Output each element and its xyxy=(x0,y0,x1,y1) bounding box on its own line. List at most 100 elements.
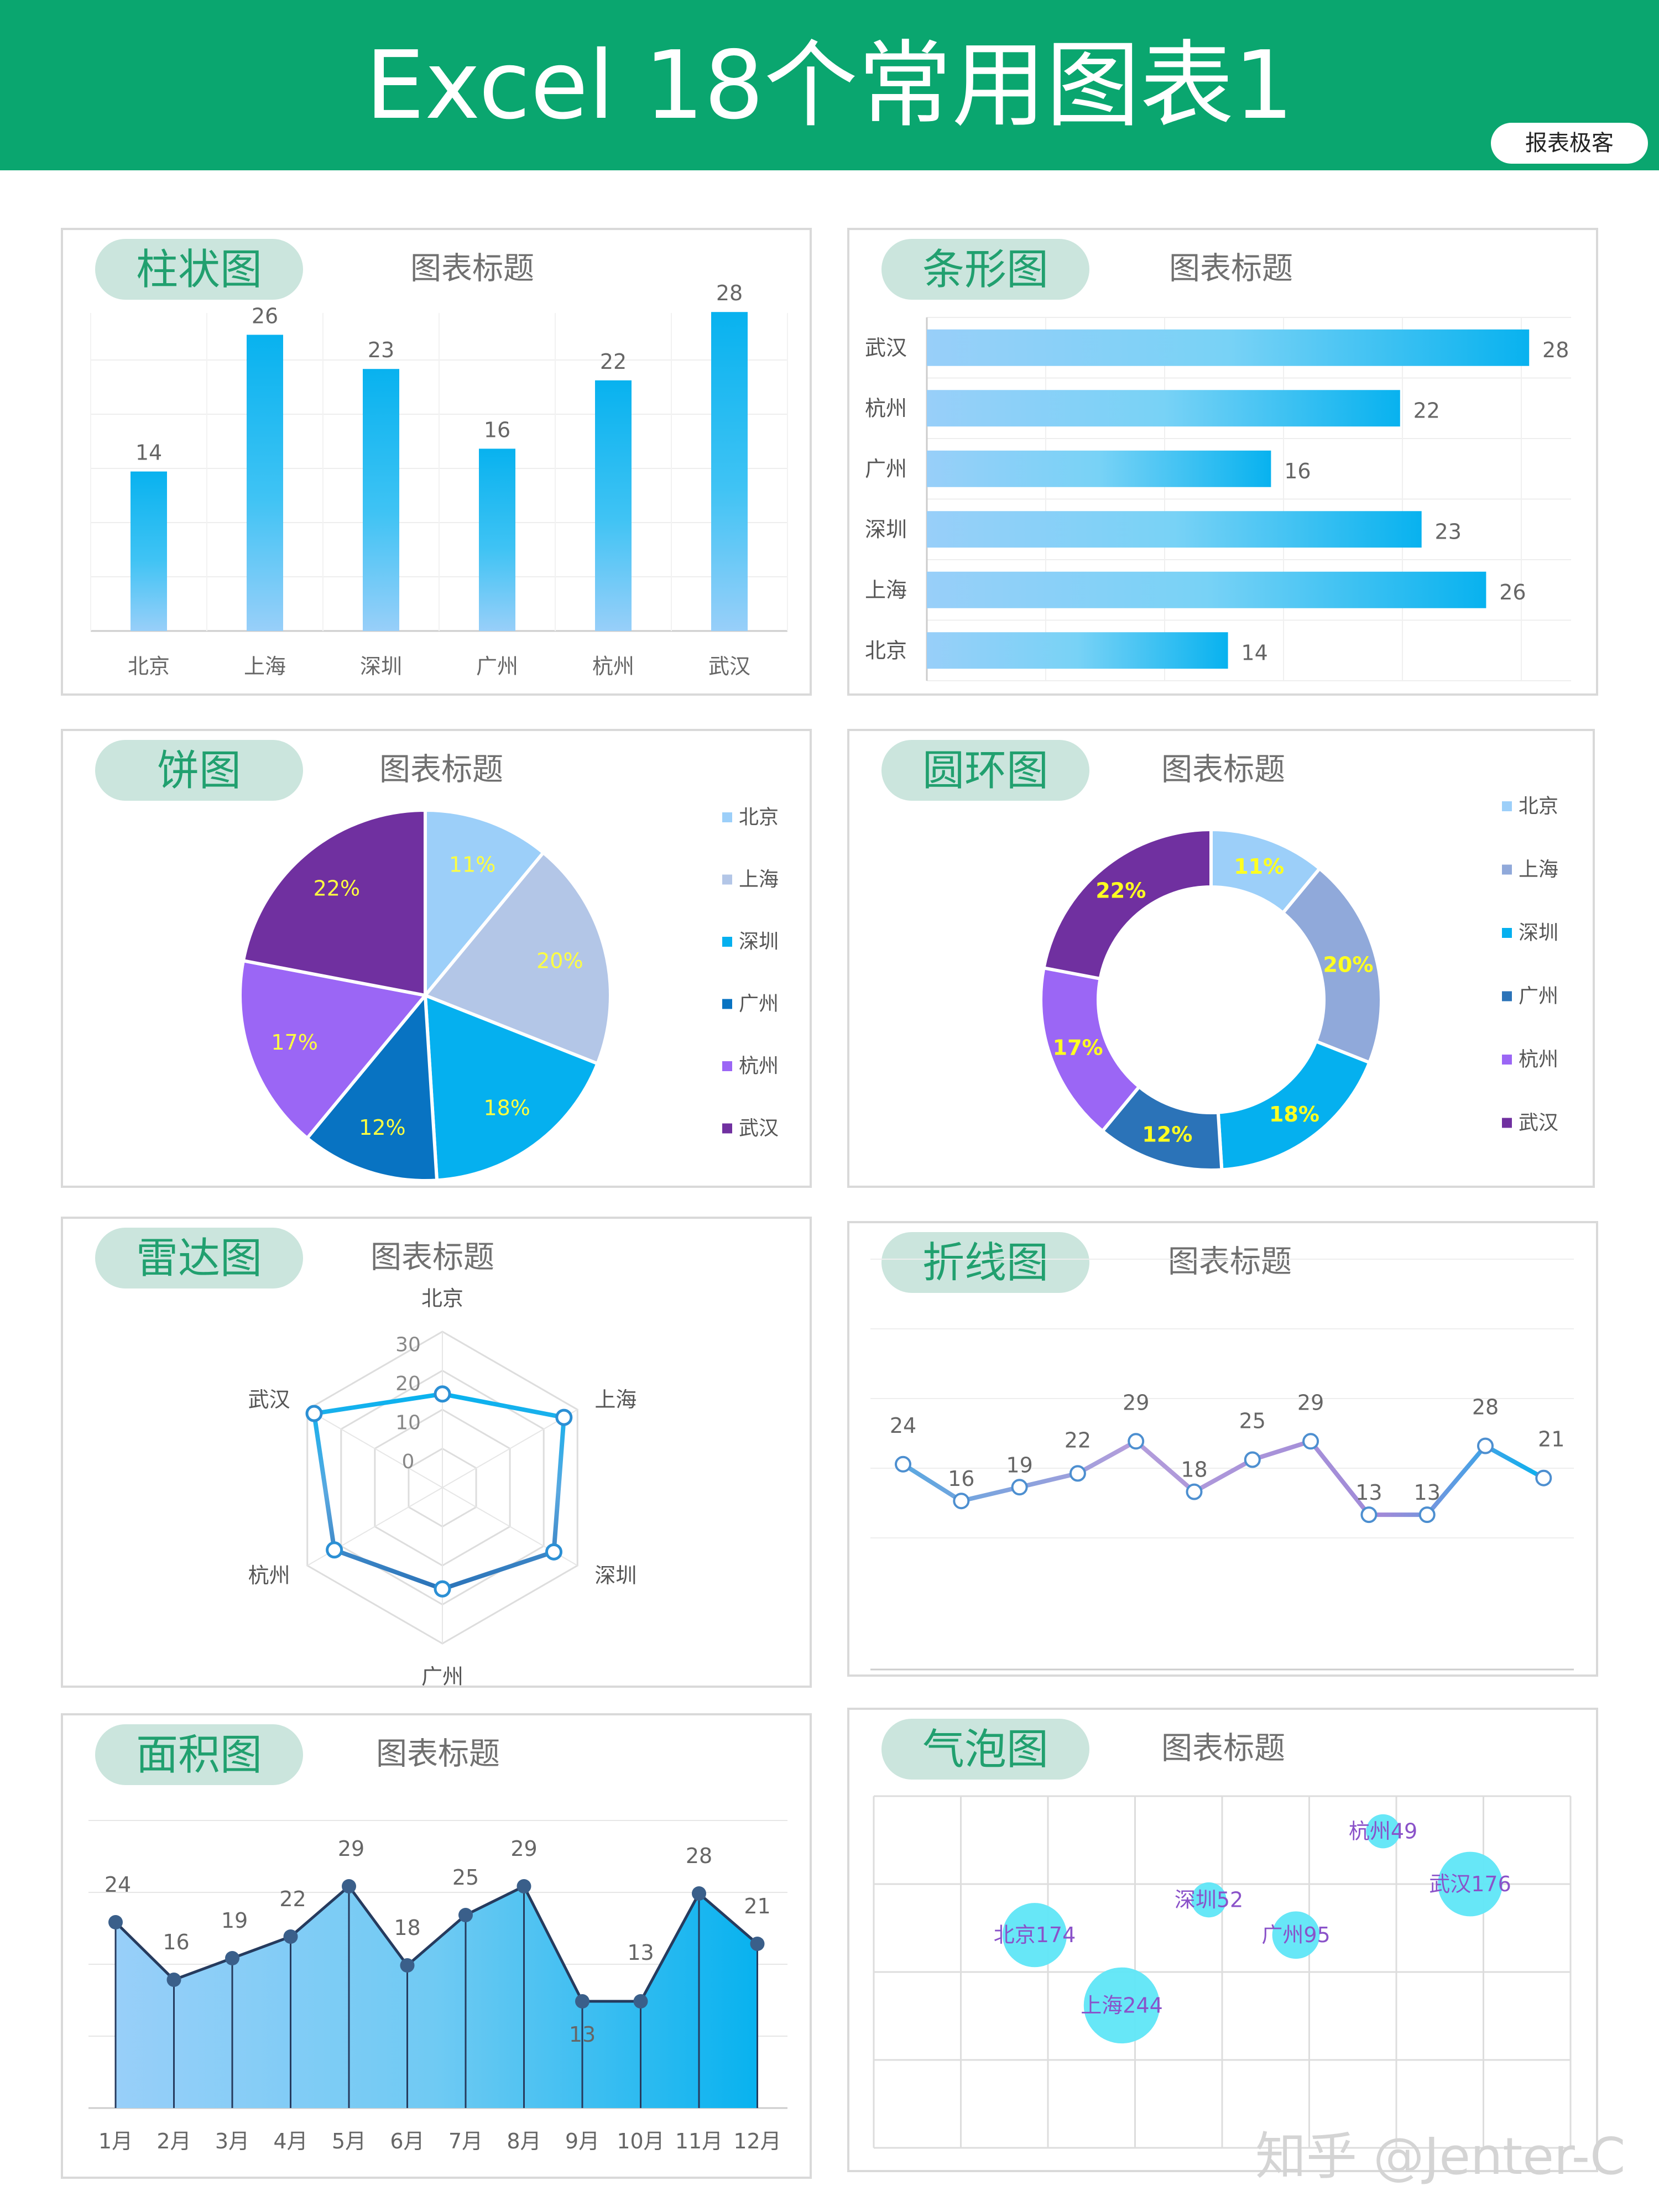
legend-label: 上海 xyxy=(739,868,779,891)
data-label: 13 xyxy=(1414,1480,1441,1505)
x-tick-label: 2月 xyxy=(156,2129,191,2153)
brand-badge: 报表极客 xyxy=(1491,123,1648,164)
horizontal-bar xyxy=(927,390,1400,427)
radar-point xyxy=(434,1580,451,1598)
x-tick-label: 杭州 xyxy=(592,654,634,679)
radar-point xyxy=(555,1408,573,1426)
column-bar xyxy=(595,380,632,631)
bubble-label: 上海244 xyxy=(1081,1993,1163,2017)
radar-point xyxy=(434,1385,451,1403)
column-bar xyxy=(711,312,748,631)
x-tick-label: 9月 xyxy=(565,2129,599,2153)
data-label: 16 xyxy=(948,1467,974,1491)
chart-tag-label: 面积图 xyxy=(136,1730,262,1780)
data-label: 13 xyxy=(627,1940,654,1965)
data-label: 17% xyxy=(271,1030,317,1055)
data-label: 29 xyxy=(1123,1390,1149,1415)
line-point xyxy=(1244,1451,1261,1468)
data-label: 13 xyxy=(569,2022,596,2047)
data-label: 17% xyxy=(1053,1036,1103,1060)
radar-axis-label: 广州 xyxy=(421,1665,463,1686)
legend-label: 广州 xyxy=(1519,985,1558,1008)
legend-label: 上海 xyxy=(1519,858,1558,881)
legend-swatch xyxy=(1502,1055,1512,1065)
chart-tag-pill xyxy=(881,1232,1089,1293)
radar-point xyxy=(326,1541,343,1559)
data-label: 22% xyxy=(314,876,360,900)
column-chart-panel: 柱状图 图表标题 14 北京 26 上海 23 深圳 16 广州 22 杭州 28 武汉 xyxy=(61,228,812,696)
column-chart: 柱状图 图表标题 14 北京 26 上海 23 深圳 16 广州 22 杭州 28 武汉 xyxy=(90,239,788,679)
legend-label: 北京 xyxy=(739,806,779,829)
legend-label: 杭州 xyxy=(739,1055,779,1078)
bubble-label: 杭州49 xyxy=(1349,1819,1417,1844)
legend-swatch xyxy=(722,1123,732,1134)
data-label: 28 xyxy=(1542,338,1569,362)
data-label: 22% xyxy=(1095,879,1146,903)
data-label: 16 xyxy=(1284,459,1311,483)
chart-title: 图表标题 xyxy=(1169,251,1293,287)
data-label: 18% xyxy=(483,1095,530,1120)
bubble xyxy=(1002,1903,1067,1968)
data-label: 16 xyxy=(163,1930,189,1954)
data-label: 25 xyxy=(452,1865,479,1890)
chart-title: 图表标题 xyxy=(1168,1244,1292,1280)
data-label: 22 xyxy=(600,349,627,374)
horizontal-bar xyxy=(927,632,1228,669)
chart-tag-pill xyxy=(95,740,303,801)
data-label: 23 xyxy=(368,338,394,362)
chart-tag-label: 饼图 xyxy=(157,746,241,795)
chart-tag-pill xyxy=(95,239,303,300)
area-point xyxy=(517,1879,531,1893)
x-tick-label: 8月 xyxy=(507,2129,541,2153)
data-label: 18% xyxy=(1269,1102,1319,1126)
data-label: 29 xyxy=(1297,1390,1324,1415)
chart-title: 图表标题 xyxy=(1161,1731,1285,1767)
data-label: 18 xyxy=(1181,1458,1207,1482)
data-label: 11% xyxy=(449,853,495,877)
area-outline xyxy=(114,1884,759,2003)
x-tick-label: 1月 xyxy=(98,2129,133,2153)
legend-label: 广州 xyxy=(739,993,779,1015)
watermark: 知乎 @Jenter-C xyxy=(1255,2127,1626,2186)
data-label: 14 xyxy=(135,441,162,465)
radar-tick-label: 20 xyxy=(395,1373,421,1395)
line-point xyxy=(1186,1483,1203,1500)
y-tick-label: 北京 xyxy=(865,638,907,662)
slice-广州 xyxy=(305,991,439,1182)
radar-point xyxy=(305,1405,323,1422)
data-label: 19 xyxy=(1006,1453,1032,1477)
data-label: 21 xyxy=(744,1894,770,1918)
bubble-label: 深圳52 xyxy=(1175,1888,1243,1912)
data-label: 20% xyxy=(1323,952,1373,977)
radar-axis-label: 杭州 xyxy=(248,1563,290,1588)
pie-chart: 饼图 图表标题 11% 北京 20% 上海 18% 深圳 12% 广州 17% 杭州 22% 武汉 xyxy=(95,740,779,1182)
chart-tag-label: 气泡图 xyxy=(922,1725,1048,1774)
radar-tick-label: 0 xyxy=(402,1451,415,1473)
radar-tick-label: 30 xyxy=(395,1334,421,1357)
radar-point xyxy=(545,1543,562,1561)
chart-tag-label: 雷达图 xyxy=(136,1234,262,1283)
chart-tag-pill xyxy=(881,740,1089,801)
x-tick-label: 11月 xyxy=(675,2129,723,2153)
bubble xyxy=(1083,1967,1160,2044)
chart-title: 图表标题 xyxy=(376,1736,500,1772)
data-label: 26 xyxy=(1499,580,1526,604)
data-label: 13 xyxy=(1355,1480,1382,1505)
data-label: 29 xyxy=(510,1837,537,1861)
x-tick-label: 4月 xyxy=(273,2129,307,2153)
line-chart-panel: 折线图图表标题241月162月193月224月295月186月257月298月1… xyxy=(847,1221,1598,1677)
chart-title: 图表标题 xyxy=(1161,752,1285,788)
legend-swatch xyxy=(722,999,732,1009)
legend-swatch xyxy=(722,812,732,822)
radar-axis-label: 上海 xyxy=(594,1387,637,1412)
x-tick-label: 3月 xyxy=(215,2129,249,2153)
line-point xyxy=(895,1455,911,1473)
legend-label: 杭州 xyxy=(1519,1048,1558,1071)
area-point xyxy=(166,1973,181,1987)
x-tick-label: 广州 xyxy=(476,654,518,679)
radar-tick-label: 10 xyxy=(395,1412,421,1434)
chart-tag-label: 柱状图 xyxy=(136,245,262,294)
chart-tag-label: 折线图 xyxy=(922,1238,1048,1287)
y-tick-label: 武汉 xyxy=(865,336,907,360)
